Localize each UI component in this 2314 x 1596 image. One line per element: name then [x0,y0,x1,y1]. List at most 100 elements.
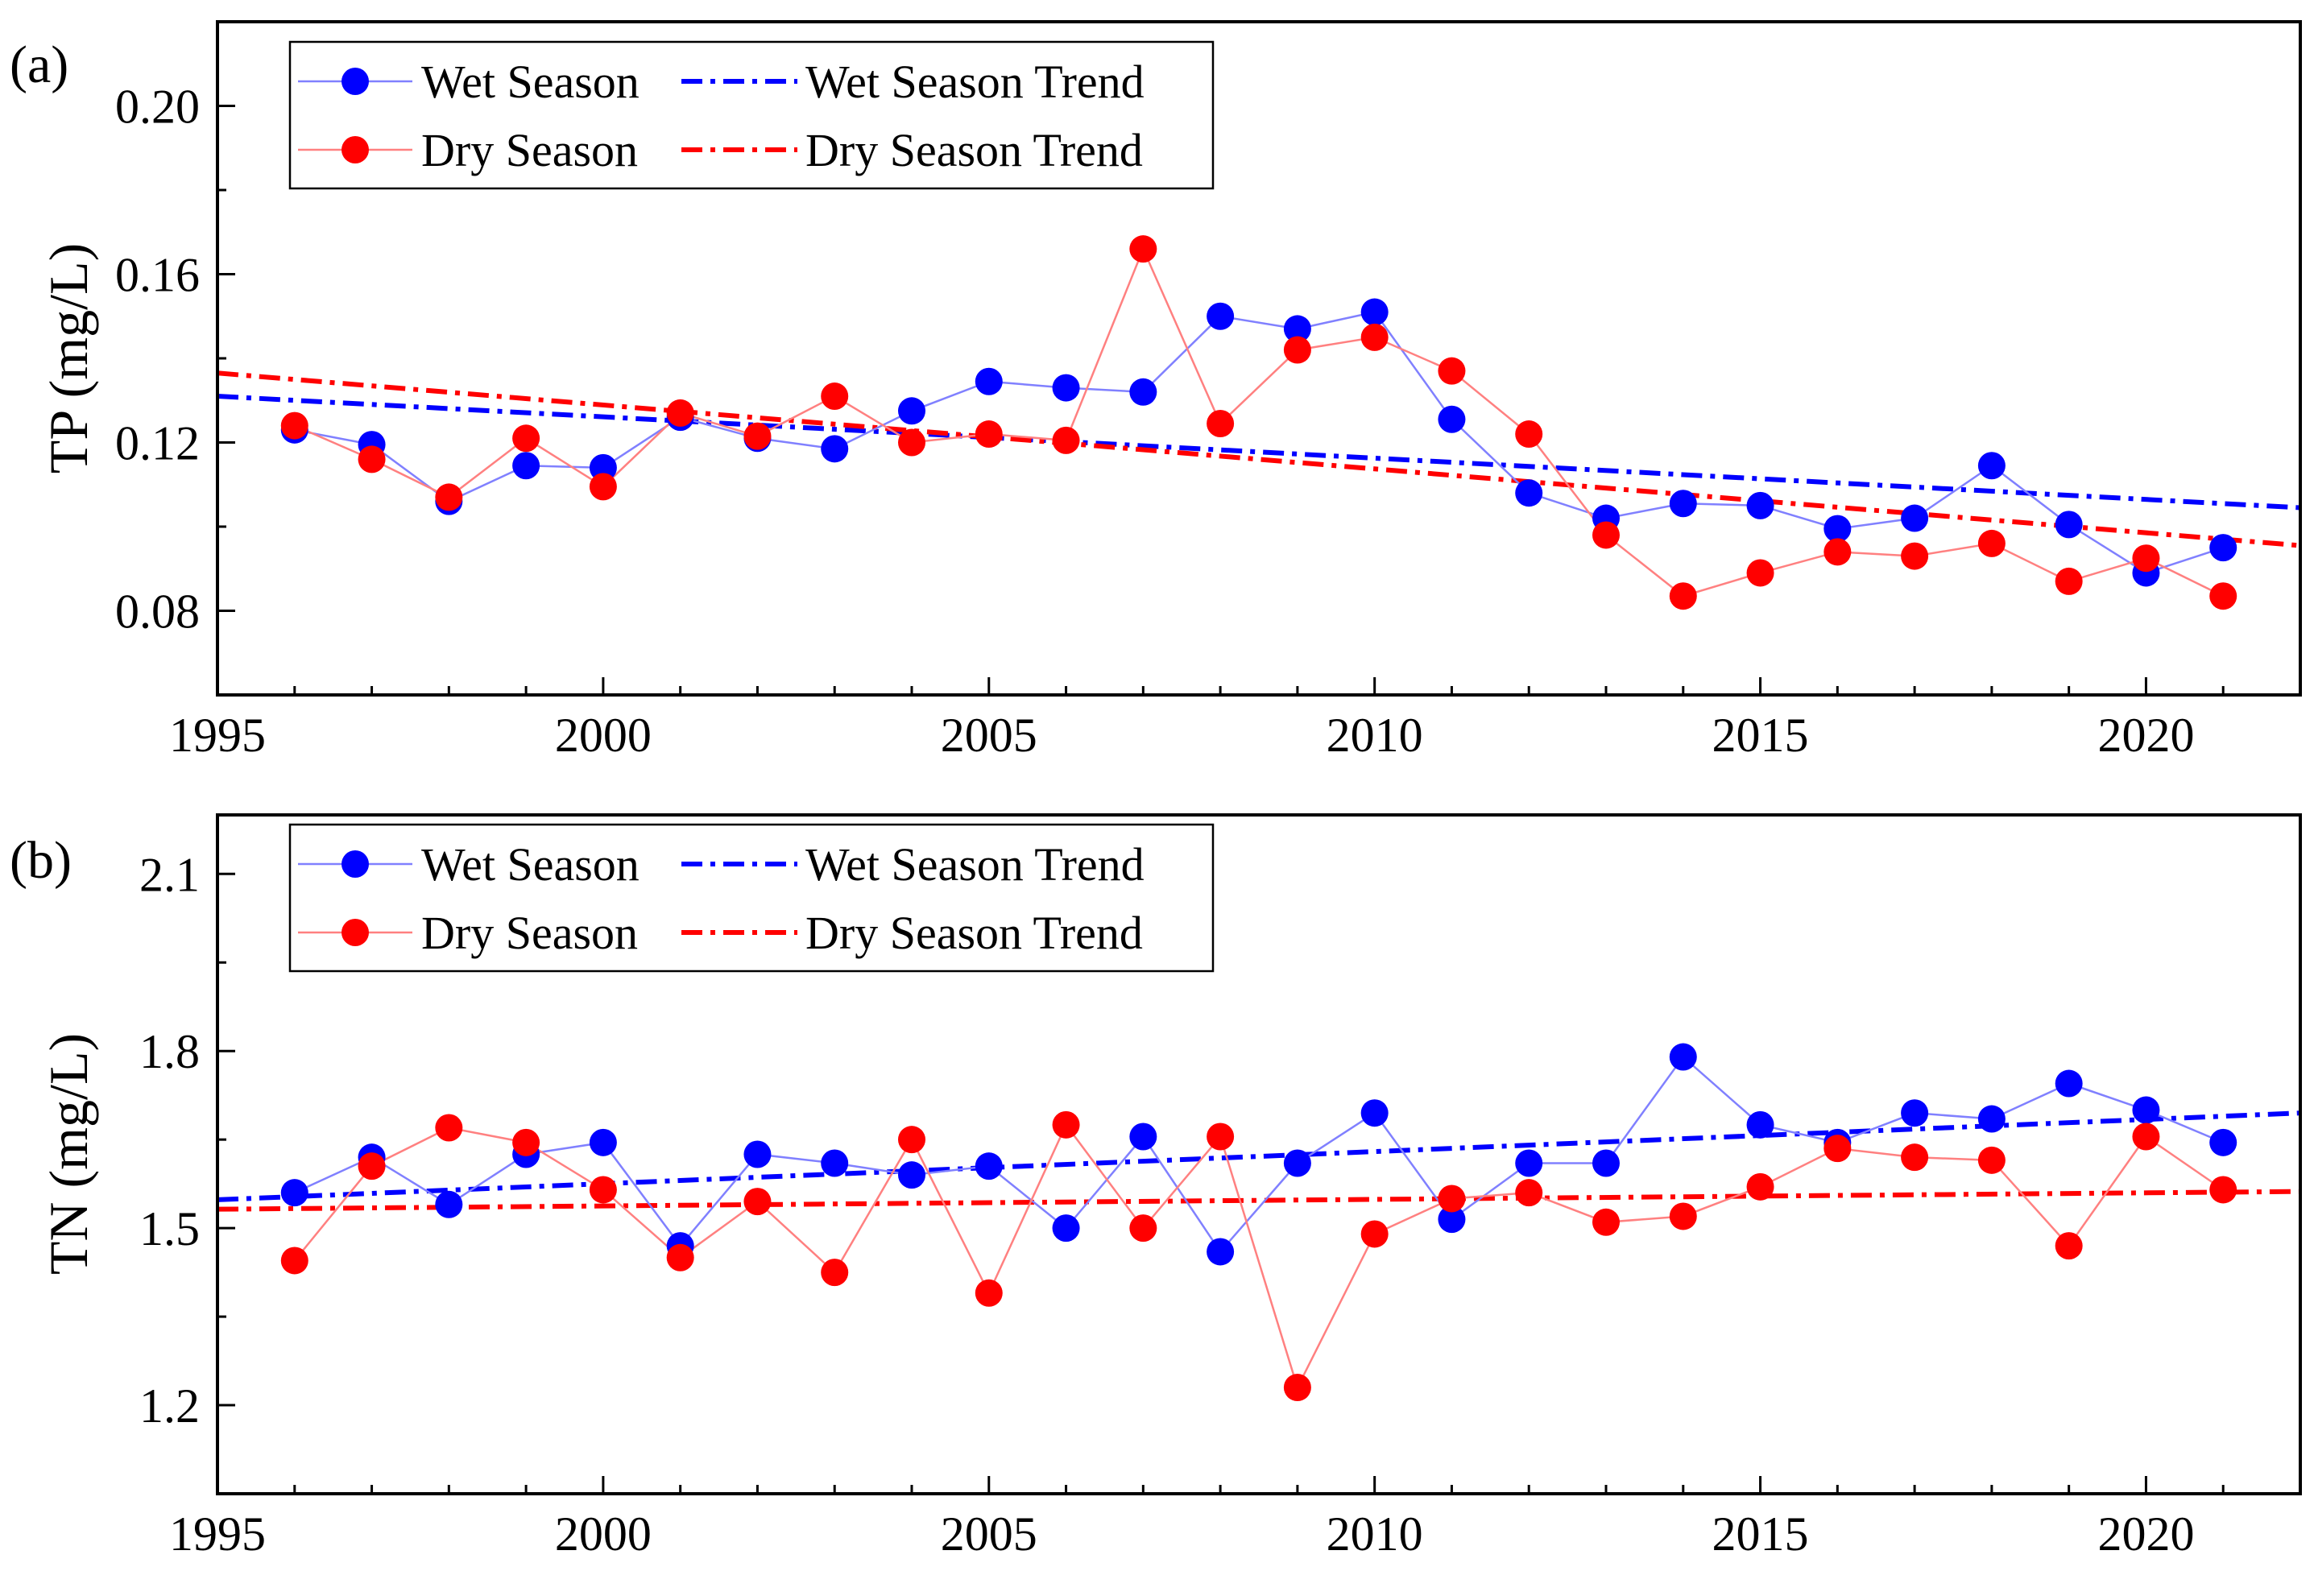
plot-area [217,235,2300,610]
dry-season-point [589,473,617,501]
legend-wet-trend-label: Wet Season Trend [805,838,1145,891]
x-tick-label: 2000 [555,1507,652,1561]
dry-season-series-line [294,246,2224,597]
dry-season-trend-line [217,370,2300,548]
y-tick-label: 0.20 [115,81,200,134]
wet-season-point [1823,515,1852,543]
dry-season-point [1977,1146,2006,1174]
wet-season-point [1438,1205,1466,1234]
panel-label: (b) [10,831,72,890]
dry-season-point [1052,1110,1080,1139]
dry-season-point [589,1176,617,1204]
y-tick-label: 1.2 [139,1379,200,1433]
dry-season-trend-line [217,1189,2300,1212]
dry-season-point [1669,582,1697,610]
x-tick-label: 2005 [941,709,1037,762]
dry-season-point [1438,357,1466,385]
dry-season-point [1823,1135,1852,1163]
data-layer [217,235,2300,610]
dry-season-point [435,483,463,511]
x-tick-label: 1995 [169,1507,266,1561]
legend-dry-label: Dry Season [421,124,638,176]
dry-season-point [1977,529,2006,557]
wet-season-point [2209,534,2237,562]
dry-season-series-line [293,1123,2224,1391]
wet-season-point [1438,405,1466,433]
wet-season-point [1052,374,1080,402]
dry-season-point [1052,426,1080,454]
dry-season-point [1283,336,1311,364]
axes-frame [216,813,2302,1495]
dry-season-point [435,1114,463,1142]
dry-season-point [358,1152,386,1180]
dry-season-point [2132,544,2160,573]
dry-season-point [2055,567,2083,595]
wet-season-point [1207,1238,1235,1266]
wet-season-point [1052,1214,1080,1242]
dry-season-point [1901,1143,1929,1172]
wet-season-point [2209,1128,2237,1156]
legend-box [288,40,1215,190]
dry-season-point [1438,1185,1466,1213]
x-tick-label: 1995 [169,709,266,762]
wet-season-point [512,452,540,480]
x-tick-label: 2020 [2097,709,2194,762]
dry-season-point [1746,559,1774,587]
panel-label: (a) [10,35,68,94]
panel-b: 1995 2000 2005 2010 2015 2020 1.2 1.5 1.8 2.1 (b)… [10,813,2302,1561]
dry-season-point [1360,323,1389,351]
dry-season-point [1515,420,1543,449]
dry-season-point [1592,1208,1620,1236]
dry-season-point [2209,582,2237,610]
x-tick-label: 2010 [1327,709,1423,762]
dry-season-point [2209,1176,2237,1204]
dry-season-point [1823,538,1852,566]
dry-season-point [1207,409,1235,437]
wet-season-point [1360,1099,1389,1127]
dry-season-point [1360,1220,1389,1248]
wet-season-point [589,453,617,482]
dry-season-point [1901,542,1929,570]
legend-dry-marker [342,919,369,946]
wet-season-point [821,435,849,463]
dry-season-point [1515,1179,1543,1207]
legend-dry-label: Dry Season [421,907,638,959]
x-tick-label: 2020 [2097,1507,2194,1561]
legend: Wet Season Wet Season Trend Dry Season D… [288,40,1215,190]
x-tick-label: 2015 [1712,709,1809,762]
dry-season-point [743,422,772,450]
y-tick-label: 1.5 [139,1202,200,1255]
dry-season-point [1283,1374,1311,1402]
y-tick-label: 0.12 [115,417,200,470]
axis-ticks: 1995 2000 2005 2010 2015 2020 1.2 1.5 1.8 2.1 [139,848,2302,1561]
wet-season-trend-line [217,1110,2300,1202]
wet-season-point [1669,490,1697,518]
wet-season-point [743,1140,772,1168]
wet-season-point [1360,298,1389,326]
dry-season-point [898,1126,925,1154]
dry-season-point [512,1128,540,1156]
dry-season-point [898,428,925,457]
wet-season-point [1669,1043,1697,1071]
legend-wet-trend-label: Wet Season Trend [805,56,1145,108]
y-tick-label: 0.16 [115,249,200,302]
data-layer [217,1043,2300,1402]
legend-wet-marker [342,850,369,878]
wet-season-series-line [294,311,2224,574]
wet-season-point [975,1152,1003,1180]
y-tick-label: 0.08 [115,585,200,639]
wet-season-trend-line [217,394,2300,511]
y-tick-label: 1.8 [139,1025,200,1078]
wet-season-point [1746,491,1774,519]
legend-dry-marker [342,136,369,163]
wet-season-point [1901,1099,1929,1127]
dry-season-point [512,424,540,453]
dry-season-point [1746,1172,1774,1201]
wet-season-point [1207,302,1235,330]
wet-season-point [435,1190,463,1218]
wet-season-point [1129,1123,1157,1151]
wet-season-point [1129,378,1157,406]
wet-season-point [2055,1069,2083,1098]
wet-season-point [2132,1096,2160,1124]
y-axis-label: TN (mg/L) [38,1033,99,1275]
